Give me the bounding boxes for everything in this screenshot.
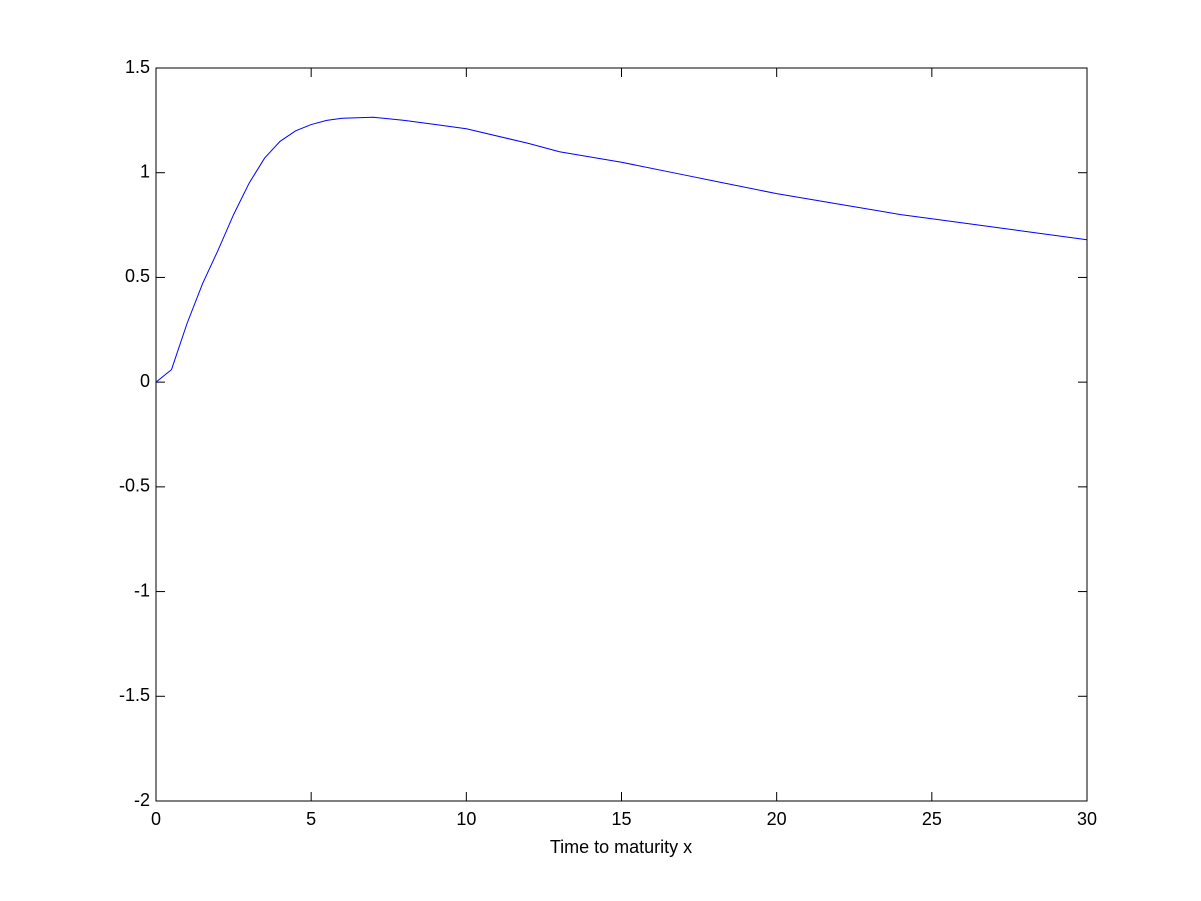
y-tick-label: 0 <box>140 371 150 391</box>
x-tick-label: 10 <box>456 809 476 829</box>
y-tick-label: -2 <box>134 790 150 810</box>
y-tick-label: -0.5 <box>119 476 150 496</box>
x-tick-label: 0 <box>151 809 161 829</box>
x-tick-label: 5 <box>306 809 316 829</box>
x-axis-label: Time to maturity x <box>550 837 692 857</box>
y-tick-label: 1 <box>140 161 150 181</box>
y-tick-label: -1.5 <box>119 685 150 705</box>
y-tick-label: 0.5 <box>125 266 150 286</box>
line <box>155 116 1088 383</box>
x-tick-label: 15 <box>611 809 631 829</box>
plot-frame <box>155 67 1088 802</box>
y-tick-label: 1.5 <box>125 57 150 77</box>
y-tick-label: -1 <box>134 580 150 600</box>
x-tick-label: 25 <box>922 809 942 829</box>
x-tick-label: 20 <box>767 809 787 829</box>
x-tick-label: 30 <box>1077 809 1097 829</box>
